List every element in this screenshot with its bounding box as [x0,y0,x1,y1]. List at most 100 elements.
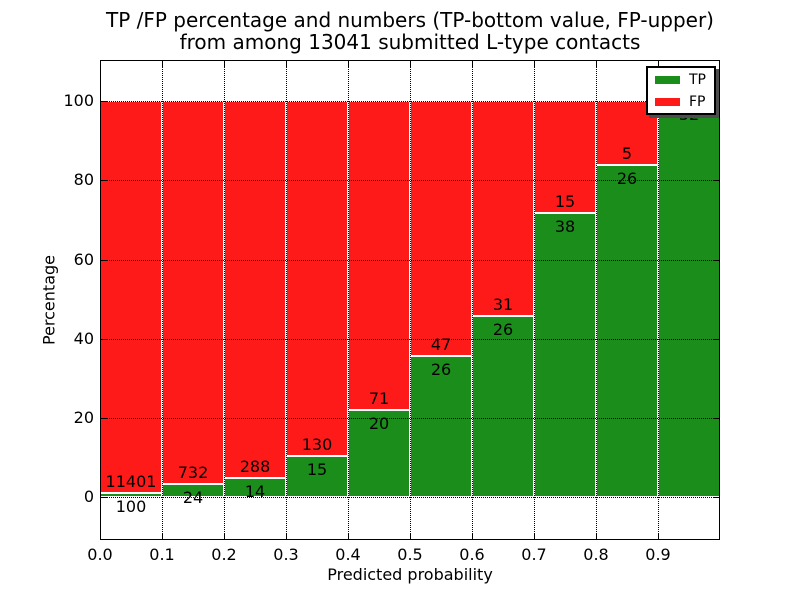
y-tick-left-2 [101,339,107,340]
y-tick-left-3 [101,260,107,261]
tp-count-label-6: 26 [492,320,514,339]
fp-count-label-3: 130 [301,435,333,454]
legend-label-tp: TP [689,72,706,88]
gridline-x-0.8 [596,60,597,540]
chart-title-line1: TP /FP percentage and numbers (TP-bottom… [106,8,714,32]
x-tick-top-8 [596,61,597,67]
gridline-x-0.5 [410,60,411,540]
tp-count-label-3: 15 [306,460,328,479]
bar-segment-tp-5 [410,356,472,497]
fp-count-label-0: 11401 [105,472,157,491]
y-tick-left-0 [101,497,107,498]
gridline-y-80 [100,180,720,181]
legend-entry-tp: TP [648,70,714,90]
fp-count-label-1: 732 [177,463,209,482]
x-tick-top-5 [410,61,411,67]
gridline-x-0.9 [658,60,659,540]
y-tick-right-2 [713,339,719,340]
x-tick-bottom-9 [658,533,659,539]
fp-count-label-7: 15 [554,192,576,211]
y-tick-right-5 [713,101,719,102]
y-tick-right-0 [713,497,719,498]
x-tick-label-7: 0.7 [521,545,547,564]
bar-segment-fp-0 [100,101,162,493]
y-tick-label-4: 80 [73,170,94,189]
x-tick-label-1: 0.1 [149,545,175,564]
y-tick-left-4 [101,180,107,181]
legend: TP FP [646,66,716,115]
x-tick-top-6 [472,61,473,67]
bar-segment-fp-2 [224,101,286,478]
legend-swatch-fp [655,98,680,106]
bar-segment-fp-1 [162,101,224,484]
y-axis-label: Percentage [39,254,59,346]
x-tick-top-7 [534,61,535,67]
bar-segment-tp-4 [348,410,410,497]
bar-segment-tp-3 [286,456,348,497]
bar-segment-tp-9 [658,101,720,497]
gridline-x-0.1 [162,60,163,540]
y-tick-label-3: 60 [73,250,94,269]
y-tick-right-1 [713,418,719,419]
x-tick-bottom-6 [472,533,473,539]
x-tick-label-4: 0.4 [335,545,361,564]
x-tick-label-9: 0.9 [645,545,671,564]
x-tick-bottom-3 [286,533,287,539]
y-tick-right-4 [713,180,719,181]
tp-count-label-8: 26 [616,169,638,188]
gridline-y-60 [100,260,720,261]
gridline-y-100 [100,101,720,102]
tp-count-label-2: 14 [244,482,266,501]
gridline-x-0.4 [348,60,349,540]
x-tick-bottom-4 [348,533,349,539]
gridline-y-20 [100,418,720,419]
gridline-x-0.6 [472,60,473,540]
x-tick-bottom-5 [410,533,411,539]
y-tick-label-2: 40 [73,329,94,348]
gridline-y-40 [100,339,720,340]
tp-count-label-4: 20 [368,414,390,433]
fp-count-label-2: 288 [239,457,271,476]
x-tick-bottom-7 [534,533,535,539]
fp-count-label-8: 5 [621,144,633,163]
chart-title-line2: from among 13041 submitted L-type contac… [179,30,641,54]
legend-label-fp: FP [689,94,706,110]
x-tick-bottom-2 [224,533,225,539]
y-tick-right-3 [713,260,719,261]
tp-count-label-1: 24 [182,488,204,507]
x-tick-top-1 [162,61,163,67]
x-tick-top-4 [348,61,349,67]
gridline-x-0.7 [534,60,535,540]
y-tick-label-1: 20 [73,408,94,427]
x-tick-top-9 [658,61,659,67]
x-tick-label-5: 0.5 [397,545,423,564]
x-tick-bottom-1 [162,533,163,539]
y-tick-label-0: 0 [83,487,94,506]
x-tick-top-3 [286,61,287,67]
fp-count-label-5: 47 [430,335,452,354]
x-tick-label-3: 0.3 [273,545,299,564]
gridline-x-0.2 [224,60,225,540]
tp-count-label-0: 100 [115,497,147,516]
plot-area [100,60,720,540]
legend-swatch-tp [655,76,680,84]
chart-title: TP /FP percentage and numbers (TP-bottom… [100,9,720,53]
x-tick-bottom-8 [596,533,597,539]
bar-segment-fp-4 [348,101,410,410]
x-tick-bottom-0 [100,533,101,539]
x-tick-label-8: 0.8 [583,545,609,564]
tp-count-label-5: 26 [430,360,452,379]
x-tick-top-2 [224,61,225,67]
fp-count-label-4: 71 [368,389,390,408]
x-tick-top-0 [100,61,101,67]
x-tick-label-2: 0.2 [211,545,237,564]
bar-segment-tp-6 [472,316,534,497]
x-axis-label: Predicted probability [327,565,493,584]
y-tick-label-5: 100 [63,91,94,110]
y-tick-left-5 [101,101,107,102]
fp-count-label-6: 31 [492,295,514,314]
x-tick-label-0: 0.0 [87,545,113,564]
legend-entry-fp: FP [648,92,714,112]
gridline-y-0 [100,497,720,498]
